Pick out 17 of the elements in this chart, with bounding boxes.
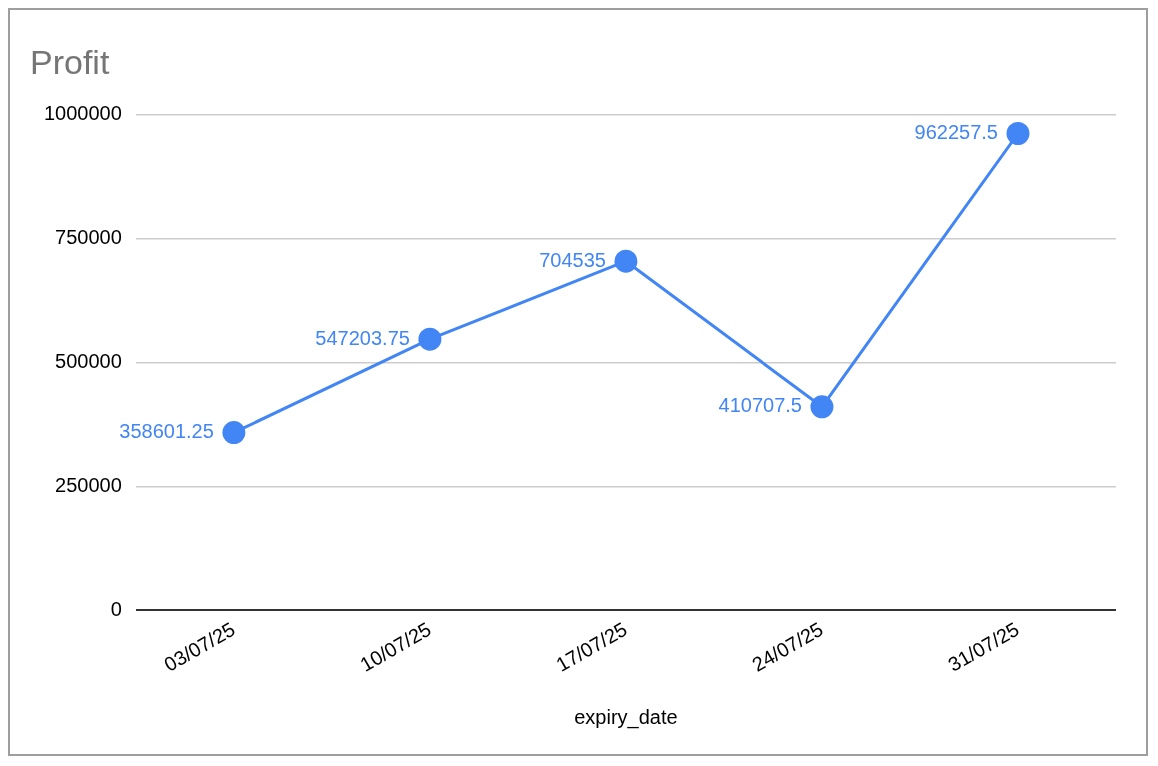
- point: [614, 249, 638, 273]
- y-tick-label: 750000: [55, 226, 122, 249]
- y-tick-label: 1000000: [43, 102, 122, 125]
- y-tick-label: 250000: [55, 473, 122, 496]
- point: [810, 395, 834, 419]
- data-label: 704535: [539, 248, 606, 271]
- data-label: 962257.5: [914, 121, 998, 144]
- y-tick-label: 0: [110, 597, 122, 620]
- point: [1006, 122, 1030, 145]
- x-axis-title: expiry_date: [574, 705, 678, 729]
- point: [418, 327, 442, 351]
- data-label: 410707.5: [718, 394, 802, 417]
- data-label: 358601.25: [119, 420, 214, 443]
- y-tick-label: 500000: [55, 350, 122, 373]
- point: [222, 421, 246, 445]
- chart-title: Profit: [30, 42, 110, 81]
- data-label: 547203.75: [315, 326, 410, 349]
